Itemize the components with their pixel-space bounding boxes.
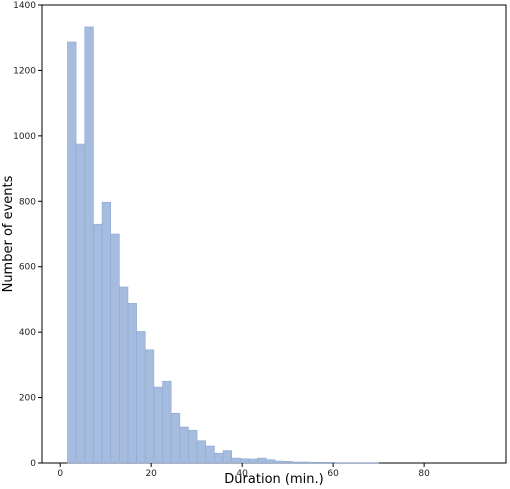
- bars-group: [67, 26, 379, 464]
- histogram-bar: [170, 412, 181, 464]
- histogram-bar: [110, 233, 120, 464]
- x-tick-label: 80: [418, 469, 430, 479]
- histogram-bar: [326, 462, 336, 464]
- y-axis-title: Number of events: [1, 175, 16, 292]
- histogram-bar: [84, 26, 94, 464]
- histogram-bar: [67, 41, 77, 464]
- y-tick-label: 1000: [13, 132, 36, 142]
- histogram-bar: [317, 462, 328, 464]
- histogram-bar: [136, 331, 146, 464]
- histogram-bar: [265, 459, 276, 464]
- x-axis-title: Duration (min.): [224, 472, 323, 487]
- histogram-bar: [274, 460, 284, 464]
- histogram-bar: [127, 303, 137, 464]
- y-axis: 0 200 400 600 800 1000 1200 1400: [13, 1, 42, 469]
- histogram-bar: [101, 201, 111, 464]
- histogram-bar: [144, 349, 155, 464]
- histogram-bar: [231, 457, 241, 464]
- histogram-bar: [257, 457, 267, 464]
- x-tick-label: 40: [236, 469, 248, 479]
- x-tick-label: 0: [57, 469, 63, 479]
- y-tick-label: 1200: [13, 66, 36, 76]
- y-tick-label: 800: [19, 197, 36, 207]
- histogram-bar: [291, 461, 302, 464]
- y-tick-label: 600: [19, 263, 36, 273]
- y-tick-label: 0: [30, 459, 36, 469]
- histogram-bar: [283, 461, 293, 464]
- histogram-bar: [179, 426, 189, 464]
- histogram-bar: [300, 461, 310, 464]
- histogram-bar: [188, 429, 198, 464]
- histogram-bar: [309, 462, 319, 464]
- y-tick-label: 200: [19, 394, 36, 404]
- histogram-bar: [153, 386, 163, 464]
- y-tick-label: 400: [19, 328, 36, 338]
- histogram-bar: [196, 440, 207, 464]
- histogram-bar: [222, 450, 232, 464]
- histogram-bar: [240, 458, 250, 464]
- histogram-bar: [248, 458, 258, 464]
- histogram-bar: [162, 380, 172, 464]
- x-tick-label: 60: [327, 469, 339, 479]
- x-axis: 0 20 40 60 80: [57, 463, 430, 479]
- histogram-bar: [93, 223, 103, 464]
- histogram-bar: [75, 143, 86, 464]
- x-tick-label: 20: [145, 469, 157, 479]
- histogram-bar: [119, 286, 129, 464]
- histogram-bar: [214, 452, 224, 464]
- histogram-bar: [205, 445, 215, 464]
- y-tick-label: 1400: [13, 1, 36, 11]
